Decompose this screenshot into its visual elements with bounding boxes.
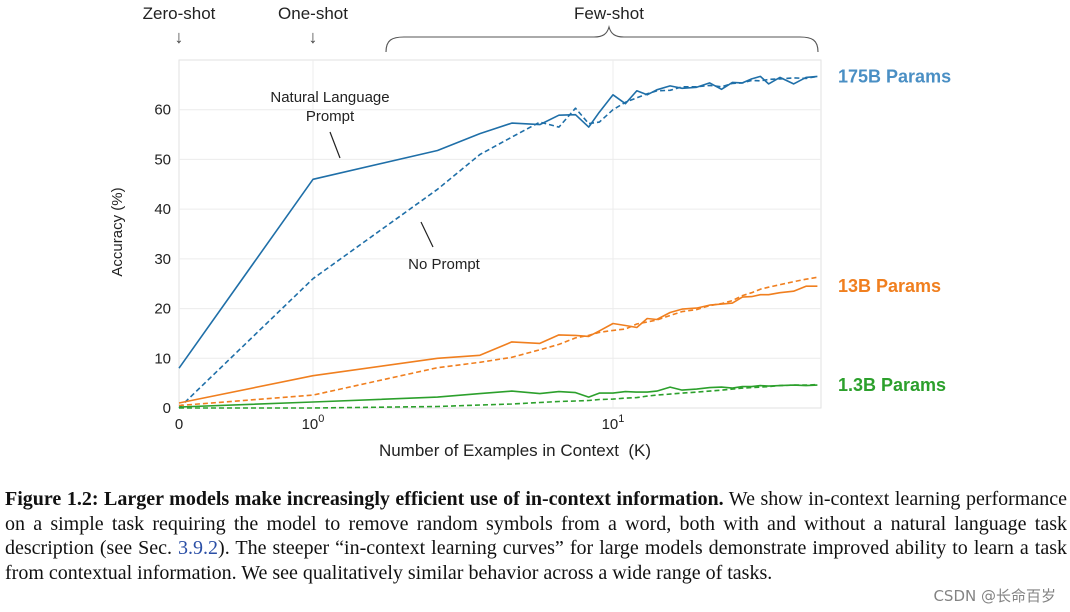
caption-body-1: We show in-context learning performance … — [5, 488, 1067, 559]
few-shot-label: Few-shot — [574, 4, 644, 23]
series-line-3 — [178, 276, 818, 407]
y-tick-label: 10 — [154, 350, 171, 367]
series-labels: 175B Params 13B Params 1.3B Params — [838, 66, 951, 395]
zero-shot-arrow-icon: ↓ — [175, 27, 184, 47]
x-axis-label: Number of Examples in Context (K) — [379, 441, 651, 460]
y-tick-label: 50 — [154, 151, 171, 168]
figure-caption: Figure 1.2: Larger models make increasin… — [5, 487, 1067, 585]
x-tick-label: 100 — [302, 413, 325, 433]
watermark: CSDN @长命百岁️ — [933, 587, 1056, 605]
one-shot-arrow-icon: ↓ — [309, 27, 318, 47]
prompt-annotation-line2: Prompt — [306, 108, 355, 125]
grid-layer — [179, 60, 821, 408]
series-line-2 — [178, 285, 818, 404]
y-tick-label: 20 — [154, 301, 171, 318]
x-tick-label: 0 — [175, 416, 183, 433]
section-reference-link[interactable]: 3.9.2 — [178, 537, 219, 559]
series-label-2: 13B Params — [838, 276, 941, 296]
x-tick-labels: 0 100 101 — [175, 413, 625, 433]
zero-shot-label: Zero-shot — [143, 4, 216, 23]
y-axis-label: Accuracy (%) — [109, 187, 126, 276]
series-label-4: 1.3B Params — [838, 375, 946, 395]
chart: 0 10 20 30 40 50 60 0 100 101 175B Params 13B Par… — [109, 4, 951, 460]
one-shot-label: One-shot — [278, 4, 348, 23]
caption-title: Figure 1.2: Larger models make increasin… — [5, 488, 724, 510]
y-tick-label: 0 — [163, 400, 171, 417]
series-line-0 — [178, 75, 818, 369]
caption-body-2: ). The steeper “in-context learning curv… — [5, 537, 1067, 584]
no-prompt-annotation-pointer — [420, 221, 434, 248]
series-label-0: 175B Params — [838, 66, 951, 86]
series-layer — [178, 75, 818, 409]
prompt-annotation-pointer — [329, 131, 341, 159]
y-tick-labels: 0 10 20 30 40 50 60 — [154, 102, 171, 417]
no-prompt-annotation: No Prompt — [408, 256, 481, 273]
plot-area-border — [178, 59, 822, 409]
y-tick-label: 60 — [154, 102, 171, 119]
y-tick-label: 30 — [154, 251, 171, 268]
x-tick-label: 101 — [602, 413, 625, 433]
few-shot-brace-icon — [385, 25, 819, 53]
series-line-1 — [178, 75, 818, 409]
series-line-5 — [179, 383, 818, 409]
prompt-annotation-line1: Natural Language — [270, 89, 389, 106]
series-line-4 — [178, 384, 818, 408]
y-tick-label: 40 — [154, 201, 171, 218]
